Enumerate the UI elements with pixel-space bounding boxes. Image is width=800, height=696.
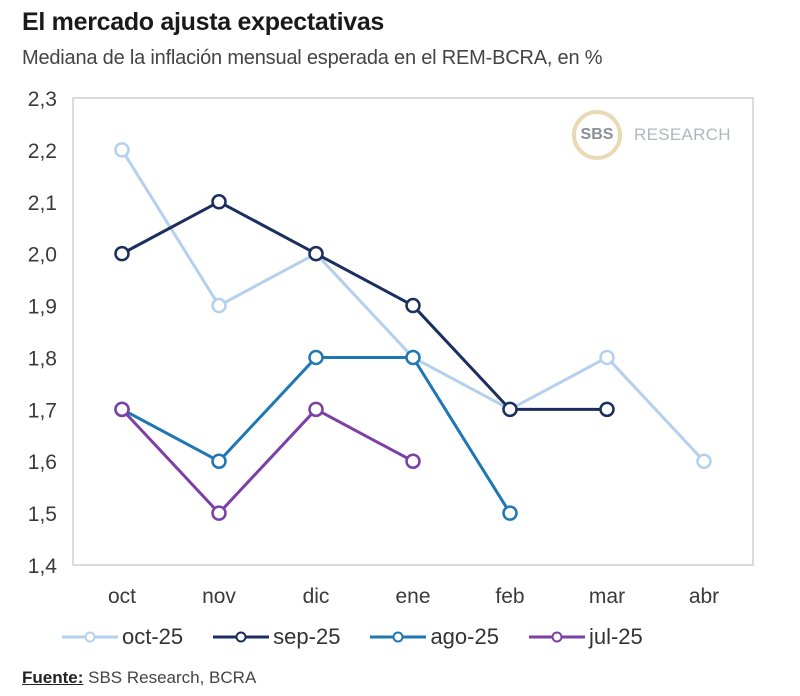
legend-label: jul-25	[588, 624, 643, 649]
y-tick-label: 2,3	[28, 88, 57, 111]
data-point	[502, 505, 518, 521]
legend: oct-25 sep-25 ago-25 jul-25	[60, 624, 643, 650]
series-line	[121, 200, 607, 411]
y-tick-label: 1,8	[28, 347, 57, 370]
data-point	[114, 245, 130, 262]
data-point	[211, 194, 227, 210]
legend-item: jul-25	[527, 624, 643, 650]
data-point	[696, 453, 712, 469]
x-tick-label: mar	[589, 585, 625, 608]
series-sep-25	[114, 194, 615, 418]
x-tick-label: oct	[108, 585, 136, 608]
y-tick-label: 1,4	[28, 555, 58, 578]
plot-frame	[72, 97, 754, 566]
data-point	[502, 401, 518, 418]
x-tick-label: abr	[689, 585, 719, 608]
line-chart: 1,4 1,5 1,6 1,7 1,8 1,9 2,0 2,1 2,2 2,3 oct nov dic…	[28, 88, 754, 608]
data-point	[211, 297, 227, 314]
data-point	[405, 453, 421, 469]
y-tick-label: 1,6	[28, 451, 57, 474]
x-axis: oct nov dic ene feb mar abr	[108, 585, 719, 608]
watermark-text: RESEARCH	[634, 125, 731, 144]
y-tick-label: 2,2	[28, 140, 57, 163]
y-tick-label: 2,1	[28, 192, 57, 215]
x-tick-label: dic	[303, 585, 330, 608]
data-point	[114, 401, 130, 418]
y-axis: 1,4 1,5 1,6 1,7 1,8 1,9 2,0 2,1 2,2 2,3	[28, 88, 58, 578]
legend-label: oct-25	[122, 624, 184, 649]
series-jul-25	[114, 401, 421, 521]
data-point	[405, 297, 421, 314]
data-point	[308, 349, 324, 366]
data-point	[114, 142, 130, 158]
legend-item: sep-25	[211, 624, 340, 650]
legend-swatch-icon	[213, 631, 270, 643]
sbs-logo-icon: SBS	[572, 110, 622, 160]
legend-swatch-icon	[370, 631, 427, 643]
legend-swatch-icon	[528, 631, 585, 643]
data-point	[599, 349, 615, 366]
source-note: Fuente: SBS Research, BCRA	[22, 668, 256, 688]
source-label: Fuente:	[22, 668, 84, 687]
series-ago-25	[114, 349, 518, 521]
y-tick-label: 1,9	[28, 296, 57, 319]
data-point	[211, 505, 227, 521]
data-point	[405, 349, 421, 366]
sbs-research-watermark: SBS RESEARCH	[572, 110, 731, 160]
data-point	[308, 401, 324, 418]
legend-label: ago-25	[430, 624, 499, 649]
x-tick-label: ene	[395, 585, 430, 608]
chart-title: El mercado ajusta expectativas	[22, 8, 385, 36]
x-tick-label: feb	[495, 585, 524, 608]
legend-item: ago-25	[368, 624, 499, 650]
x-tick-label: nov	[202, 585, 236, 608]
series-line	[121, 355, 512, 514]
series-group	[114, 142, 712, 521]
data-point	[211, 453, 227, 469]
series-line	[120, 407, 414, 515]
data-point	[308, 245, 324, 262]
chart-subtitle: Mediana de la inflación mensual esperada…	[22, 47, 603, 69]
y-tick-label: 1,7	[28, 399, 57, 422]
source-text: SBS Research, BCRA	[83, 668, 257, 687]
y-tick-label: 2,0	[28, 244, 57, 267]
legend-label: sep-25	[273, 624, 341, 649]
y-tick-label: 1,5	[28, 503, 57, 526]
data-point	[599, 401, 615, 418]
legend-item: oct-25	[60, 624, 183, 650]
legend-swatch-icon	[62, 631, 118, 643]
